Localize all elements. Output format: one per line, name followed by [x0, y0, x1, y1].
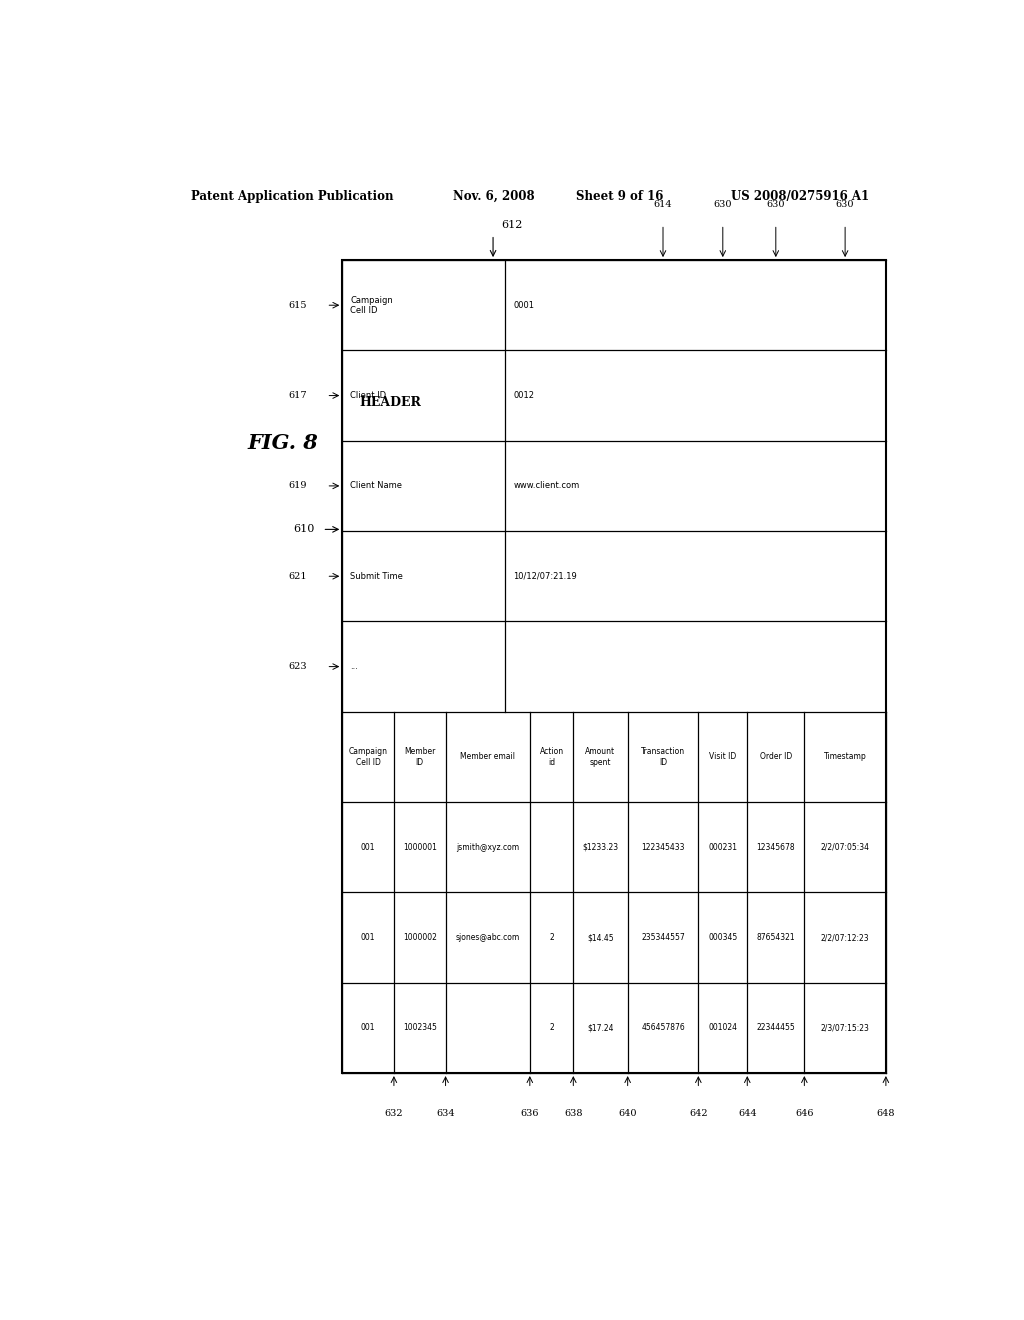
- Text: 612: 612: [501, 219, 522, 230]
- Text: $1233.23: $1233.23: [583, 842, 618, 851]
- Text: 630: 630: [767, 201, 785, 209]
- Text: 632: 632: [385, 1109, 403, 1118]
- Text: 0001: 0001: [513, 301, 535, 310]
- Text: 615: 615: [288, 301, 306, 310]
- Text: $17.24: $17.24: [587, 1023, 613, 1032]
- Text: Client ID: Client ID: [350, 391, 386, 400]
- Text: Campaign
Cell ID: Campaign Cell ID: [348, 747, 388, 767]
- Text: HEADER: HEADER: [359, 396, 421, 409]
- Text: FIG. 8: FIG. 8: [247, 433, 317, 453]
- Text: Amount
spent: Amount spent: [586, 747, 615, 767]
- Text: 640: 640: [618, 1109, 637, 1118]
- Text: jsmith@xyz.com: jsmith@xyz.com: [456, 842, 519, 851]
- Text: Member
ID: Member ID: [404, 747, 435, 767]
- Text: 456457876: 456457876: [641, 1023, 685, 1032]
- Text: 630: 630: [714, 201, 732, 209]
- Text: Visit ID: Visit ID: [710, 752, 736, 762]
- Text: 001024: 001024: [709, 1023, 737, 1032]
- Text: Campaign
Cell ID: Campaign Cell ID: [350, 296, 393, 315]
- Text: 642: 642: [689, 1109, 708, 1118]
- Text: 610: 610: [293, 524, 314, 535]
- Text: Submit Time: Submit Time: [350, 572, 403, 581]
- Text: Nov. 6, 2008: Nov. 6, 2008: [454, 190, 535, 202]
- Text: 630: 630: [836, 201, 854, 209]
- Text: 122345433: 122345433: [641, 842, 685, 851]
- Text: 619: 619: [288, 482, 306, 491]
- Text: 87654321: 87654321: [757, 933, 795, 942]
- Text: 12345678: 12345678: [757, 842, 795, 851]
- Text: 1000001: 1000001: [402, 842, 436, 851]
- Text: Transaction
ID: Transaction ID: [641, 747, 685, 767]
- Text: US 2008/0275916 A1: US 2008/0275916 A1: [731, 190, 869, 202]
- Text: 000231: 000231: [709, 842, 737, 851]
- Text: sjones@abc.com: sjones@abc.com: [456, 933, 520, 942]
- Text: 001: 001: [360, 842, 376, 851]
- Text: 2/2/07:05:34: 2/2/07:05:34: [820, 842, 869, 851]
- Text: Sheet 9 of 16: Sheet 9 of 16: [577, 190, 664, 202]
- Text: Patent Application Publication: Patent Application Publication: [191, 190, 394, 202]
- Text: 000345: 000345: [709, 933, 737, 942]
- Text: 623: 623: [288, 663, 306, 671]
- Text: 2: 2: [549, 933, 554, 942]
- Text: 0012: 0012: [513, 391, 535, 400]
- Text: ...: ...: [350, 663, 358, 671]
- Text: $14.45: $14.45: [587, 933, 613, 942]
- Text: 1000002: 1000002: [402, 933, 436, 942]
- Text: 648: 648: [877, 1109, 895, 1118]
- Text: 001: 001: [360, 1023, 376, 1032]
- Text: 636: 636: [520, 1109, 539, 1118]
- Text: 2/3/07:15:23: 2/3/07:15:23: [820, 1023, 869, 1032]
- Text: 621: 621: [288, 572, 306, 581]
- Text: Timestamp: Timestamp: [823, 752, 866, 762]
- Text: 2/2/07:12:23: 2/2/07:12:23: [821, 933, 869, 942]
- Text: 235344557: 235344557: [641, 933, 685, 942]
- Text: 644: 644: [738, 1109, 757, 1118]
- Text: 634: 634: [436, 1109, 455, 1118]
- Text: Client Name: Client Name: [350, 482, 402, 491]
- FancyBboxPatch shape: [342, 260, 886, 1073]
- Text: Member email: Member email: [460, 752, 515, 762]
- Text: 001: 001: [360, 933, 376, 942]
- Text: 22344455: 22344455: [757, 1023, 796, 1032]
- Text: Order ID: Order ID: [760, 752, 792, 762]
- Text: 1002345: 1002345: [402, 1023, 436, 1032]
- Text: 614: 614: [653, 201, 673, 209]
- Text: 2: 2: [549, 1023, 554, 1032]
- Text: Action
id: Action id: [540, 747, 563, 767]
- Text: 638: 638: [564, 1109, 583, 1118]
- Text: www.client.com: www.client.com: [513, 482, 580, 491]
- Text: 617: 617: [288, 391, 306, 400]
- Text: 10/12/07:21.19: 10/12/07:21.19: [513, 572, 578, 581]
- Text: 646: 646: [795, 1109, 814, 1118]
